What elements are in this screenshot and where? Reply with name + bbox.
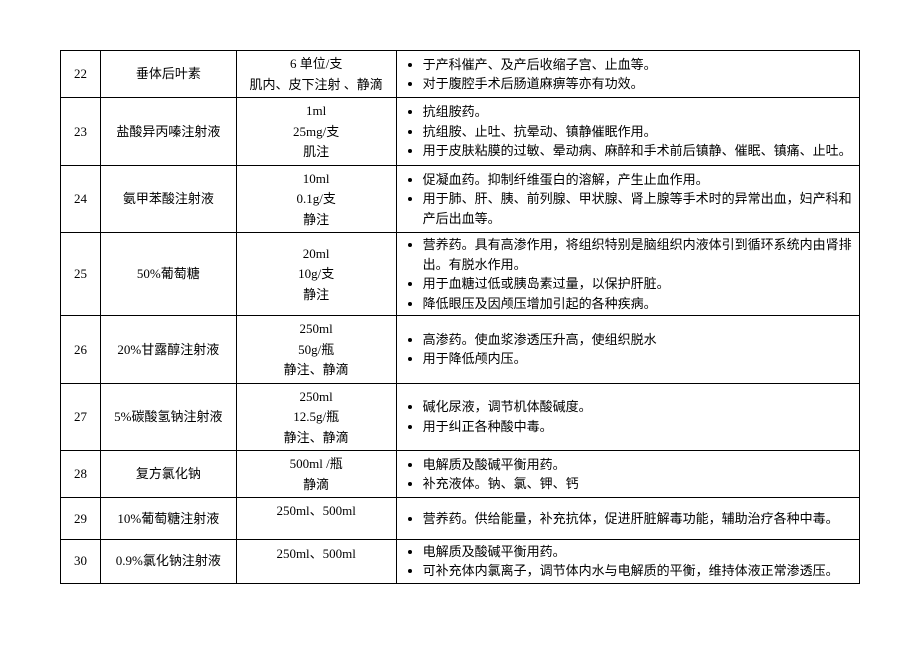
drug-name: 复方氯化钠: [100, 451, 236, 498]
table-row: 22垂体后叶素6 单位/支肌内、皮下注射 、静滴于产科催产、及产后收缩子宫、止血…: [61, 51, 860, 98]
drug-name: 5%碳酸氢钠注射液: [100, 383, 236, 451]
drug-spec: 250ml50g/瓶静注、静滴: [236, 316, 396, 384]
row-number: 26: [61, 316, 101, 384]
drug-description: 电解质及酸碱平衡用药。可补充体内氯离子，调节体内水与电解质的平衡，维持体液正常渗…: [396, 539, 859, 583]
drug-table-body: 22垂体后叶素6 单位/支肌内、皮下注射 、静滴于产科催产、及产后收缩子宫、止血…: [61, 51, 860, 584]
drug-name: 50%葡萄糖: [100, 233, 236, 316]
table-row: 2620%甘露醇注射液250ml50g/瓶静注、静滴高渗药。使血浆渗透压升高，使…: [61, 316, 860, 384]
table-row: 2550%葡萄糖20ml10g/支静注营养药。具有高渗作用，将组织特别是脑组织内…: [61, 233, 860, 316]
drug-spec: 250ml、500ml: [236, 539, 396, 583]
row-number: 28: [61, 451, 101, 498]
row-number: 27: [61, 383, 101, 451]
drug-description: 营养药。供给能量，补充抗体，促进肝脏解毒功能，辅助治疗各种中毒。: [396, 498, 859, 540]
row-number: 30: [61, 539, 101, 583]
drug-spec: 6 单位/支肌内、皮下注射 、静滴: [236, 51, 396, 98]
drug-spec: 1ml25mg/支肌注: [236, 98, 396, 166]
drug-spec: 250ml12.5g/瓶静注、静滴: [236, 383, 396, 451]
table-row: 24氨甲苯酸注射液10ml0.1g/支静注促凝血药。抑制纤维蛋白的溶解，产生止血…: [61, 165, 860, 233]
row-number: 29: [61, 498, 101, 540]
drug-description: 抗组胺药。抗组胺、止吐、抗晕动、镇静催眠作用。用于皮肤粘膜的过敏、晕动病、麻醉和…: [396, 98, 859, 166]
row-number: 23: [61, 98, 101, 166]
table-row: 28复方氯化钠500ml /瓶静滴电解质及酸碱平衡用药。补充液体。钠、氯、钾、钙: [61, 451, 860, 498]
drug-name: 垂体后叶素: [100, 51, 236, 98]
drug-spec: 20ml10g/支静注: [236, 233, 396, 316]
drug-description: 促凝血药。抑制纤维蛋白的溶解，产生止血作用。用于肺、肝、胰、前列腺、甲状腺、肾上…: [396, 165, 859, 233]
drug-name: 盐酸异丙嗪注射液: [100, 98, 236, 166]
drug-spec: 500ml /瓶静滴: [236, 451, 396, 498]
drug-description: 高渗药。使血浆渗透压升高，使组织脱水用于降低颅内压。: [396, 316, 859, 384]
drug-description: 电解质及酸碱平衡用药。补充液体。钠、氯、钾、钙: [396, 451, 859, 498]
table-row: 300.9%氯化钠注射液250ml、500ml电解质及酸碱平衡用药。可补充体内氯…: [61, 539, 860, 583]
drug-description: 于产科催产、及产后收缩子宫、止血等。对于腹腔手术后肠道麻痹等亦有功效。: [396, 51, 859, 98]
drug-name: 10%葡萄糖注射液: [100, 498, 236, 540]
drug-description: 营养药。具有高渗作用，将组织特别是脑组织内液体引到循环系统内由肾排出。有脱水作用…: [396, 233, 859, 316]
drug-spec: 10ml0.1g/支静注: [236, 165, 396, 233]
drug-description: 碱化尿液，调节机体酸碱度。用于纠正各种酸中毒。: [396, 383, 859, 451]
drug-name: 氨甲苯酸注射液: [100, 165, 236, 233]
drug-spec: 250ml、500ml: [236, 498, 396, 540]
row-number: 22: [61, 51, 101, 98]
table-row: 275%碳酸氢钠注射液250ml12.5g/瓶静注、静滴碱化尿液，调节机体酸碱度…: [61, 383, 860, 451]
drug-name: 20%甘露醇注射液: [100, 316, 236, 384]
table-row: 23盐酸异丙嗪注射液1ml25mg/支肌注抗组胺药。抗组胺、止吐、抗晕动、镇静催…: [61, 98, 860, 166]
table-row: 2910%葡萄糖注射液250ml、500ml营养药。供给能量，补充抗体，促进肝脏…: [61, 498, 860, 540]
row-number: 24: [61, 165, 101, 233]
drug-table: 22垂体后叶素6 单位/支肌内、皮下注射 、静滴于产科催产、及产后收缩子宫、止血…: [60, 50, 860, 584]
drug-name: 0.9%氯化钠注射液: [100, 539, 236, 583]
row-number: 25: [61, 233, 101, 316]
